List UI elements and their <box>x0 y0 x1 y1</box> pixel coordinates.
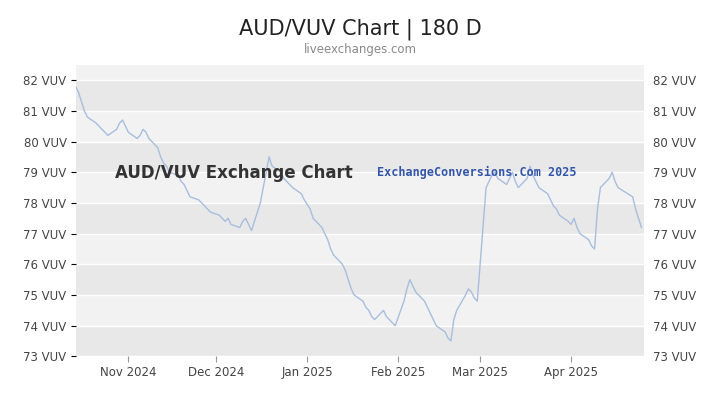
Bar <box>76 203 644 234</box>
Text: ExchangeConversions.Com 2025: ExchangeConversions.Com 2025 <box>377 166 577 179</box>
Text: AUD/VUV Exchange Chart: AUD/VUV Exchange Chart <box>115 164 354 182</box>
Bar <box>76 141 644 172</box>
Bar <box>76 172 644 203</box>
Bar <box>76 264 644 295</box>
Bar <box>76 234 644 264</box>
Bar <box>76 111 644 141</box>
Bar <box>76 80 644 111</box>
Bar <box>76 326 644 356</box>
Text: AUD/VUV Chart | 180 D: AUD/VUV Chart | 180 D <box>238 18 482 40</box>
Bar <box>76 295 644 326</box>
Text: liveexchanges.com: liveexchanges.com <box>304 43 416 55</box>
